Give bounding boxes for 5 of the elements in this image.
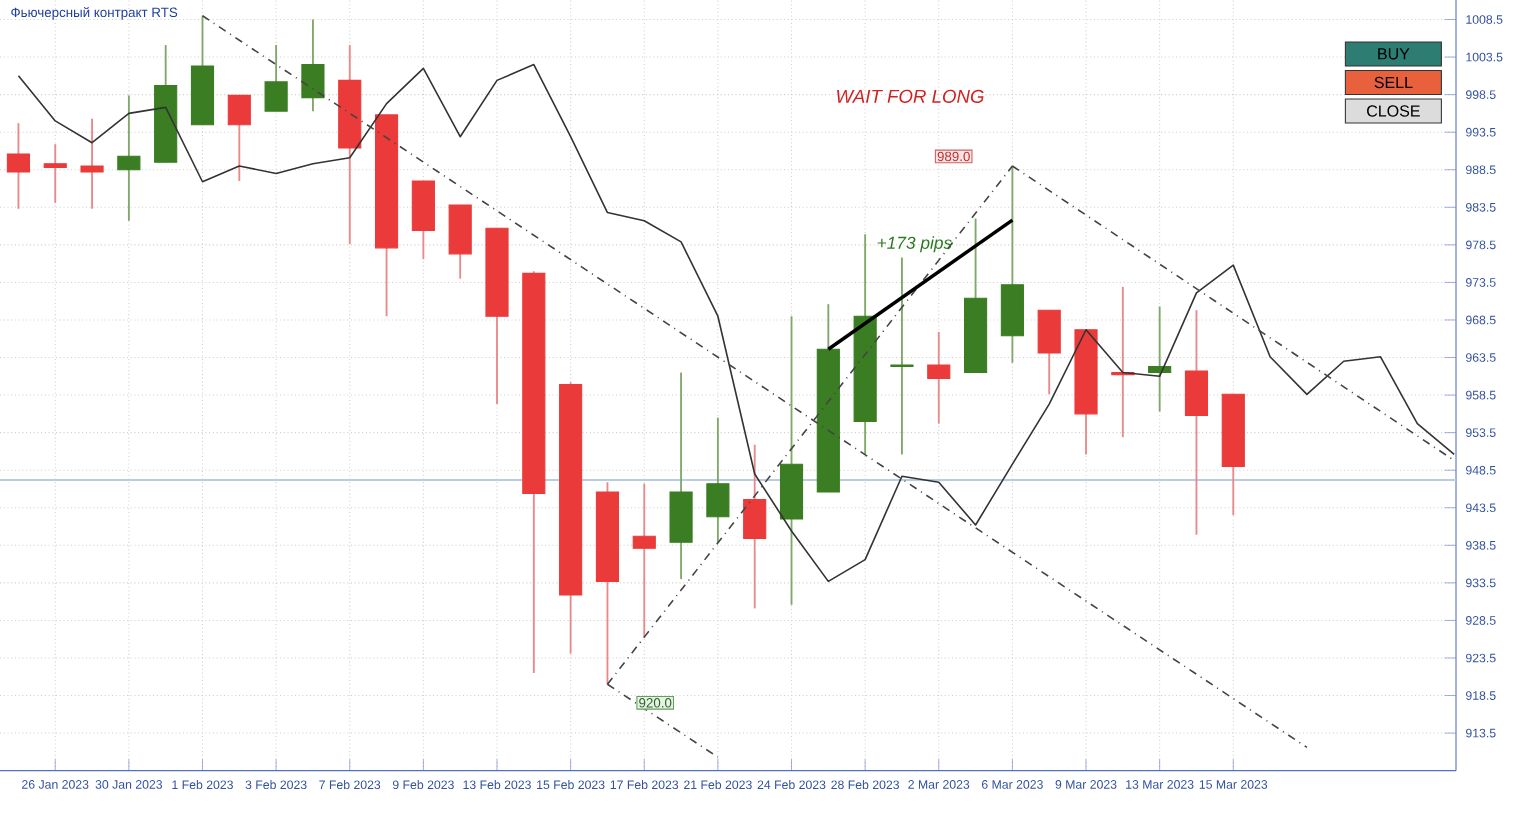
annotation: CLOSE xyxy=(1367,105,1420,117)
annotation: BUY xyxy=(1378,48,1410,60)
annotation: WAIT FOR LONG xyxy=(837,89,984,103)
annotation: +173 pips xyxy=(877,236,952,253)
annotation: SELL xyxy=(1374,76,1413,89)
